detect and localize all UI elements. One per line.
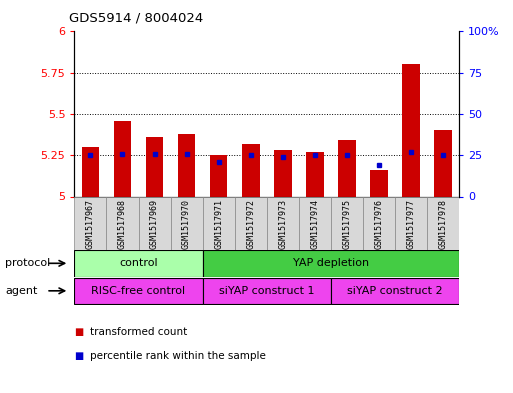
Bar — [274, 150, 291, 196]
Text: protocol: protocol — [5, 258, 50, 268]
Bar — [74, 196, 106, 250]
Text: GSM1517975: GSM1517975 — [342, 199, 351, 249]
Bar — [203, 250, 459, 277]
Text: ■: ■ — [74, 327, 84, 337]
Bar — [114, 121, 131, 196]
Text: GSM1517973: GSM1517973 — [278, 199, 287, 249]
Bar — [203, 196, 234, 250]
Text: GSM1517970: GSM1517970 — [182, 199, 191, 249]
Bar — [299, 196, 331, 250]
Text: control: control — [119, 258, 158, 268]
Bar — [170, 196, 203, 250]
Text: GSM1517974: GSM1517974 — [310, 199, 320, 249]
Bar — [139, 196, 170, 250]
Bar — [395, 196, 427, 250]
Bar — [331, 196, 363, 250]
Text: siYAP construct 1: siYAP construct 1 — [219, 286, 314, 296]
Bar — [106, 196, 139, 250]
Text: GSM1517978: GSM1517978 — [439, 199, 448, 249]
Text: GSM1517972: GSM1517972 — [246, 199, 255, 249]
Bar — [146, 137, 163, 196]
Bar — [331, 277, 459, 304]
Bar — [306, 152, 324, 196]
Text: agent: agent — [5, 286, 37, 296]
Text: GSM1517977: GSM1517977 — [406, 199, 416, 249]
Bar — [203, 277, 331, 304]
Text: GDS5914 / 8004024: GDS5914 / 8004024 — [69, 12, 204, 25]
Text: GSM1517969: GSM1517969 — [150, 199, 159, 249]
Bar — [267, 196, 299, 250]
Text: YAP depletion: YAP depletion — [293, 258, 369, 268]
Text: ■: ■ — [74, 351, 84, 361]
Bar — [178, 134, 195, 196]
Text: GSM1517971: GSM1517971 — [214, 199, 223, 249]
Text: RISC-free control: RISC-free control — [91, 286, 186, 296]
Bar — [427, 196, 459, 250]
Bar — [242, 144, 260, 196]
Text: percentile rank within the sample: percentile rank within the sample — [90, 351, 266, 361]
Bar — [234, 196, 267, 250]
Bar — [370, 170, 388, 196]
Bar — [363, 196, 395, 250]
Text: GSM1517967: GSM1517967 — [86, 199, 95, 249]
Bar — [74, 250, 203, 277]
Text: siYAP construct 2: siYAP construct 2 — [347, 286, 443, 296]
Text: GSM1517976: GSM1517976 — [374, 199, 384, 249]
Text: transformed count: transformed count — [90, 327, 187, 337]
Bar — [82, 147, 99, 196]
Bar — [402, 64, 420, 196]
Bar — [435, 130, 452, 196]
Bar — [338, 140, 356, 196]
Text: GSM1517968: GSM1517968 — [118, 199, 127, 249]
Bar — [210, 155, 227, 196]
Bar — [74, 277, 203, 304]
